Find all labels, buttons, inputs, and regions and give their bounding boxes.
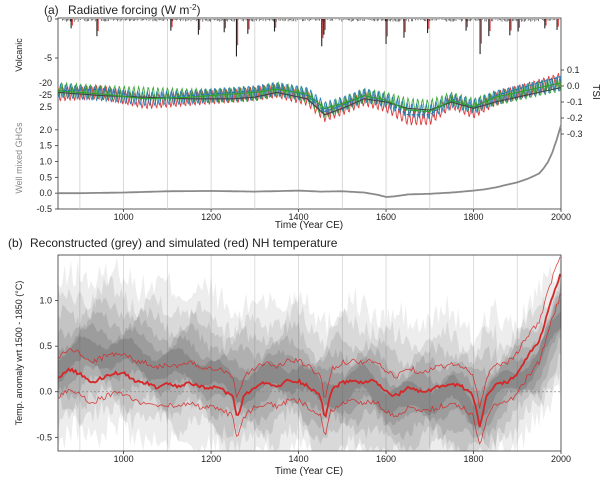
ghg-tick-label: 1.0 [39,157,52,167]
panel-b-y-tick-label: 0.0 [39,387,52,397]
panel-b-y-tick-label: 1.0 [39,296,52,306]
reconstruction-band [58,297,561,432]
x-tick-label-a: 1200 [201,212,221,222]
tsi-axis-label: TSI [590,84,600,100]
panel-b-y-tick-label: 0.5 [39,341,52,351]
reconstruction-band [58,284,561,441]
tsi-tick-label: 0.1 [567,65,580,75]
ghg-line [58,124,562,198]
panel-b-x-label: Time (Year CE) [275,466,343,477]
reconstruction-band [58,275,561,451]
ghg-axis-label: Well mixed GHGs [14,122,24,194]
simulated-upper-bound [57,256,561,409]
tsi-smooth-line [57,87,562,116]
tsi-tick-label: -0.1 [567,97,583,107]
panel-b-gridlines [79,255,518,451]
tsi-left-tick-label: -20 [39,78,52,88]
tsi-series [57,73,562,126]
panel-b: (b) Reconstructed (grey) and simulated (… [8,236,571,477]
reconstruction-band [58,255,561,451]
panel-a-gridlines [79,18,518,209]
panel-a-title: Radiative forcing (W m-2) [68,3,201,17]
panel-a: (a) Radiative forcing (W m-2) 0 -5 -20 -25 2… [14,3,600,231]
simulated-lower-bound [57,293,561,446]
ghg-tick-label: -0.5 [36,204,52,214]
x-tick-label-b: 1000 [114,454,134,464]
x-tick-label-b: 1800 [464,454,484,464]
tsi-tick-label: -0.2 [567,113,583,123]
reconstruction-envelope [58,255,561,451]
x-tick-label-a: 2000 [551,212,571,222]
ghg-tick-label: 0.0 [39,188,52,198]
tsi-line [57,75,562,120]
x-tick-label-a: 1400 [289,212,309,222]
ghg-tick-label: 1.5 [39,141,52,151]
x-tick-label-b: 2000 [551,454,571,464]
tsi-left-tick-label: -25 [39,90,52,100]
volcanic-baseline-spikes [62,19,560,22]
panel-b-axes: 1.0 0.5 0.0 -0.5 1000 1200 1400 1600 1800 2000 [36,296,571,464]
tsi-smooth-line [57,82,562,113]
volcanic-tick-label: -5 [44,53,52,63]
ghg-series [58,124,562,198]
x-tick-label-b: 1200 [201,454,221,464]
ghg-tick-label: 2.5 [39,102,52,112]
panel-b-y-label: Temp. anomaly wrt 1500 - 1850 (°C) [14,281,24,426]
tsi-tick-label: 0.0 [567,81,580,91]
volcanic-tick-label: 0 [47,14,52,24]
x-tick-label-b: 1400 [289,454,309,464]
panel-a-axes: 0 -5 -20 -25 2.5 2.0 1.5 1.0 0.5 0.0 -0.5 0.1 0.0 -0.… [36,14,582,222]
panel-a-label: (a) [44,3,59,17]
tsi-tick-label: -0.3 [567,129,583,139]
panel-b-label: (b) [8,236,23,250]
x-tick-label-a: 1800 [464,212,484,222]
ghg-tick-label: 0.5 [39,172,52,182]
simulated-mean-line [57,273,561,428]
x-tick-label-a: 1600 [376,212,396,222]
panel-b-frame [57,254,562,452]
volcanic-axis-label: Volcanic [14,38,24,72]
reconstruction-band [58,311,561,427]
x-tick-label-b: 1600 [376,454,396,464]
panel-b-y-tick-label: -0.5 [36,432,52,442]
panel-a-frame [57,17,562,210]
ghg-tick-label: 2.0 [39,125,52,135]
panel-a-x-label: Time (Year CE) [275,220,343,231]
panel-b-lines [57,256,561,446]
volcanic-series [62,19,560,57]
x-tick-label-a: 1000 [114,212,134,222]
panel-b-title: Reconstructed (grey) and simulated (red)… [30,236,338,250]
